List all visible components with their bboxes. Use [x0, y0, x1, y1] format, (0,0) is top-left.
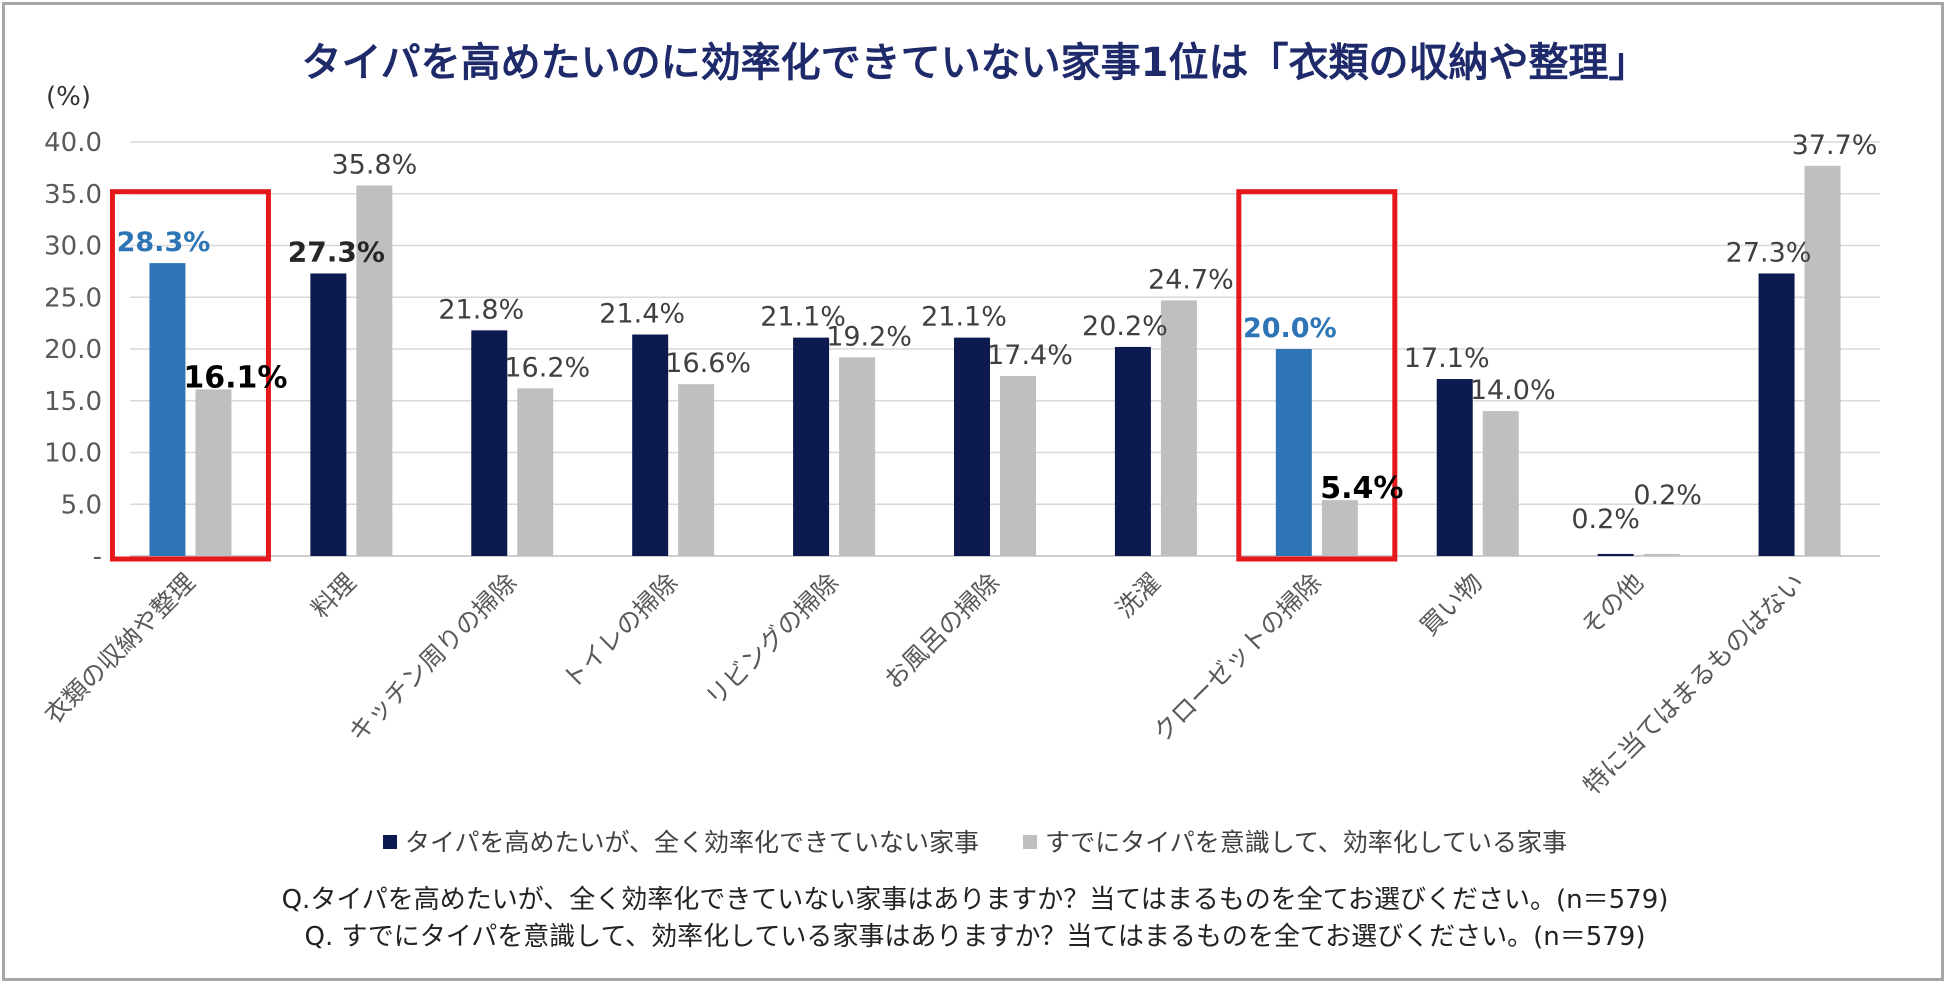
data-label-series2: 24.7% [1148, 264, 1234, 295]
y-tick-label: 35.0 [44, 180, 102, 210]
data-label-series1: 28.3% [117, 227, 211, 258]
x-category-label: クローゼットの掃除 [1147, 568, 1327, 748]
legend: タイパを高めたいが、全く効率化できていない家事 すでにタイパを意識して、効率化し… [0, 823, 1950, 859]
bar-series1 [1597, 553, 1634, 556]
y-tick-label: - [93, 542, 102, 572]
x-category-label: お風呂の掃除 [879, 568, 1006, 695]
y-axis-unit-label: (%) [46, 82, 91, 112]
bar-series2 [195, 389, 232, 556]
bar-series1 [954, 337, 990, 556]
legend-label-series2: すでにタイパを意識して、効率化している家事 [1044, 828, 1567, 857]
bar-series2 [1000, 375, 1036, 556]
data-label-series2: 35.8% [331, 149, 417, 180]
bar-series1 [793, 337, 830, 556]
data-label-series1: 21.1% [921, 302, 1007, 333]
bar-series2 [1482, 411, 1519, 556]
x-category-label: キッチン周りの掃除 [343, 568, 523, 748]
y-tick-label: 25.0 [44, 283, 102, 313]
bar-series1 [471, 330, 508, 556]
legend-item-series1: タイパを高めたいが、全く効率化できていない家事 [383, 823, 979, 859]
data-label-series1: 17.1% [1404, 343, 1490, 374]
data-label-series2: 37.7% [1792, 130, 1878, 161]
bar-series2 [1160, 300, 1197, 556]
y-tick-label: 40.0 [44, 128, 102, 158]
y-tick-label: 5.0 [61, 490, 102, 520]
data-label-series1: 21.4% [599, 299, 685, 330]
bar-series1 [1758, 273, 1795, 556]
y-tick-label: 30.0 [44, 232, 102, 262]
bar-series2 [356, 185, 393, 556]
data-label-series1: 21.8% [438, 294, 524, 325]
data-label-series1: 20.2% [1082, 311, 1168, 342]
y-tick-label: 15.0 [44, 387, 102, 417]
data-label-series2: 14.0% [1470, 375, 1556, 406]
data-label-series1: 21.1% [760, 302, 846, 333]
legend-label-series1: タイパを高めたいが、全く効率化できていない家事 [405, 828, 980, 857]
bar-series1 [632, 334, 669, 556]
y-tick-label: 10.0 [44, 439, 102, 469]
bar-series1 [310, 273, 347, 556]
x-category-label: 洗濯 [1110, 568, 1166, 624]
y-tick-label: 20.0 [44, 335, 102, 365]
bar-series2 [1804, 165, 1841, 556]
legend-swatch-series2 [1022, 835, 1037, 849]
survey-questions: Q.タイパを高めたいが、全く効率化できていない家事はありますか？当てはまるものを… [0, 882, 1950, 956]
x-category-label: 衣類の収納や整理 [39, 568, 201, 730]
bar-series1 [1275, 349, 1312, 556]
question-1: Q.タイパを高めたいが、全く効率化できていない家事はありますか？当てはまるものを… [281, 885, 1669, 915]
data-label-series2: 0.2% [1633, 480, 1702, 511]
legend-item-series2: すでにタイパを意識して、効率化している家事 [1022, 823, 1567, 859]
question-2: Q. すでにタイパを意識して、効率化している家事はありますか？当てはまるものを全… [304, 922, 1646, 952]
bar-series1 [149, 263, 186, 556]
data-label-series1: 0.2% [1571, 504, 1640, 535]
data-label-series2: 16.1% [183, 360, 287, 395]
data-label-series2: 17.4% [987, 340, 1073, 371]
x-category-label: トイレの掃除 [557, 568, 684, 695]
bar-series2 [678, 384, 715, 556]
x-category-label: 料理 [306, 568, 362, 624]
bar-series1 [1114, 346, 1151, 556]
bar-series2 [1321, 500, 1358, 556]
legend-swatch-series1 [383, 835, 397, 849]
highlight-box [109, 189, 271, 562]
x-category-label: リビングの掃除 [700, 568, 844, 712]
data-label-series2: 5.4% [1320, 471, 1403, 506]
x-category-label: 買い物 [1414, 568, 1488, 642]
data-label-series1: 20.0% [1243, 313, 1337, 344]
data-label-series2: 16.2% [504, 352, 590, 383]
data-label-series2: 16.6% [665, 348, 751, 379]
bar-series2 [1643, 553, 1680, 556]
bar-series1 [1436, 379, 1473, 556]
chart-title: タイパを高めたいのに効率化できていない家事1位は「衣類の収納や整理」 [301, 40, 1649, 86]
data-label-series2: 19.2% [826, 321, 912, 352]
bar-series2 [839, 357, 876, 556]
data-label-series1: 27.3% [288, 235, 385, 268]
highlight-box [1236, 189, 1398, 562]
bar-series2 [517, 388, 554, 556]
data-label-series1: 27.3% [1726, 237, 1812, 268]
x-category-label: その他 [1575, 568, 1649, 642]
